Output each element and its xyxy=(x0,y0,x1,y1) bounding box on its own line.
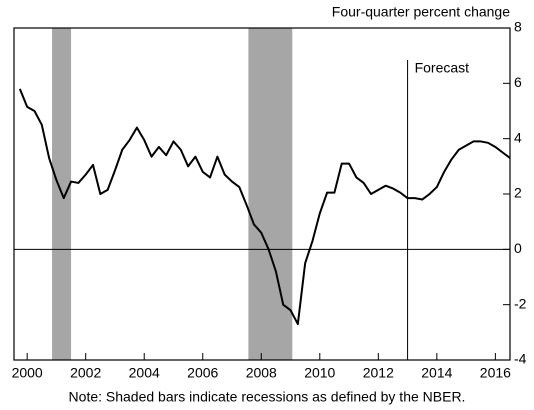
x-tick-label: 2002 xyxy=(70,365,101,381)
data-line xyxy=(18,88,511,326)
note: Note: Shaded bars indicate recessions as… xyxy=(69,389,466,405)
recession-bar xyxy=(248,28,293,360)
x-tick-label: 2006 xyxy=(187,365,218,381)
y-tick-label: 8 xyxy=(514,19,522,35)
x-tick-label: 2010 xyxy=(304,365,335,381)
y-tick-label: -2 xyxy=(514,295,527,311)
x-tick-label: 2014 xyxy=(421,365,452,381)
x-tick-label: 2008 xyxy=(246,365,277,381)
y-tick-label: -4 xyxy=(514,351,527,367)
x-tick-label: 2012 xyxy=(363,365,394,381)
y-tick-label: 2 xyxy=(514,185,522,201)
chart-title: Four-quarter percent change xyxy=(332,4,510,20)
forecast-label: Forecast xyxy=(415,60,470,76)
y-tick-label: 6 xyxy=(514,74,522,90)
x-tick-label: 2000 xyxy=(12,365,43,381)
x-tick-label: 2016 xyxy=(480,365,511,381)
y-tick-label: 0 xyxy=(514,240,522,256)
x-tick-label: 2004 xyxy=(129,365,160,381)
y-tick-label: 4 xyxy=(514,129,522,145)
